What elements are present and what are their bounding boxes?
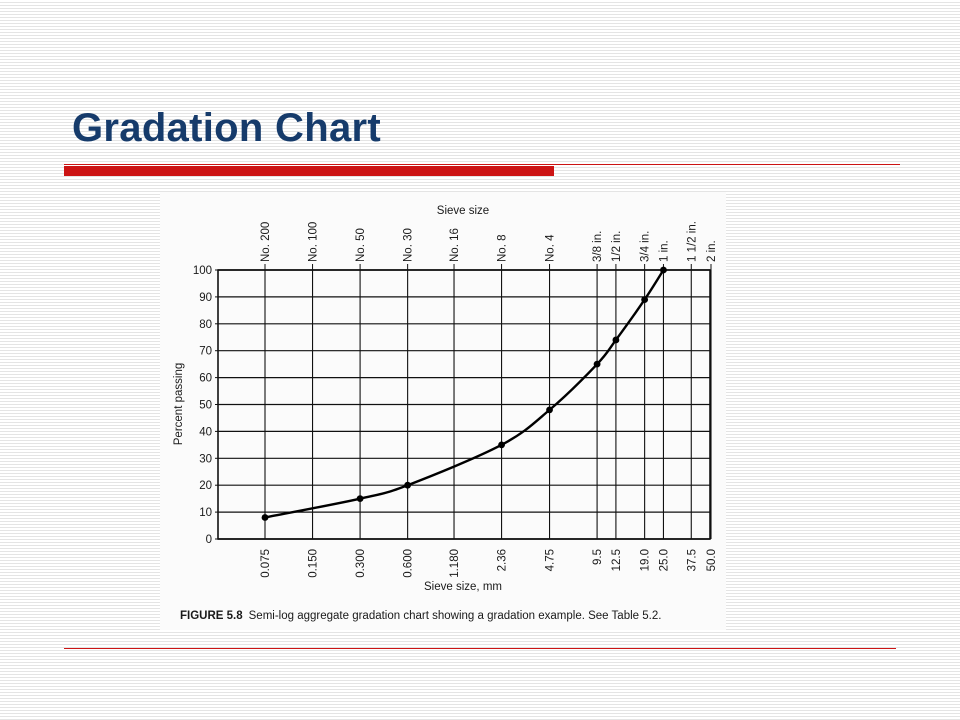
x-tick-label-sieve-4: No. 16 [449,228,461,262]
x-tick-label-mm-0: 0.075 [260,549,272,578]
x-tick-label-sieve-0: No. 200 [260,222,272,262]
figure-panel: 0 10 20 30 40 50 60 70 80 90 100 0.075 No. 200 0.150 N… [160,192,726,630]
y-tick-label-40: 40 [199,426,212,438]
y-tick-label-0: 0 [206,534,212,546]
y-tick-label-70: 70 [199,346,212,358]
x-tick-label-mm-12: 50.0 [706,549,718,571]
x-tick-label-sieve-3: No. 30 [403,228,415,262]
data-point-8 [660,266,667,274]
x-tick-label-sieve-2: No. 50 [355,228,367,262]
x-tick-label-mm-7: 9.5 [592,549,604,565]
x-tick-label-sieve-8: 1/2 in. [611,231,623,262]
data-point-2 [404,481,412,489]
x-tick-label-mm-1: 0.150 [308,549,320,578]
x-tick-label-sieve-11: 1 1/2 in. [686,221,698,262]
top-axis-title: Sieve size [437,205,489,217]
x-axis-title: Sieve size, mm [424,581,502,593]
data-point-1 [356,495,364,503]
x-tick-label-mm-2: 0.300 [355,549,367,578]
y-tick-label-90: 90 [199,292,212,304]
x-tick-label-mm-10: 25.0 [658,549,670,571]
gradation-chart: 0 10 20 30 40 50 60 70 80 90 100 0.075 No. 200 0.150 N… [173,205,718,593]
x-tick-label-mm-5: 2.36 [497,549,509,571]
y-tick-label-60: 60 [199,373,212,385]
x-tick-label-sieve-5: No. 8 [497,235,509,263]
x-tick-label-sieve-1: No. 100 [308,222,320,262]
x-tick-label-sieve-10: 1 in. [658,240,670,262]
y-tick-label-100: 100 [193,265,212,277]
data-point-7 [641,296,649,303]
data-point-0 [261,514,269,521]
x-tick-label-mm-11: 37.5 [686,549,698,571]
x-tick-label-sieve-9: 3/4 in. [640,231,652,262]
y-axis-title: Percent passing [173,363,185,445]
y-tick-label-10: 10 [199,507,212,519]
slide-title: Gradation Chart [72,106,381,150]
x-tick-label-mm-6: 4.75 [545,549,557,571]
data-point-4 [546,406,553,414]
title-underline-rule [64,164,900,165]
y-tick-label-30: 30 [199,453,212,465]
title-accent-bar [64,166,554,176]
x-tick-label-sieve-7: 3/8 in. [592,231,604,262]
x-tick-label-mm-9: 19.0 [640,549,652,571]
figure-caption-text: Semi-log aggregate gradation chart showi… [248,610,662,622]
x-tick-label-sieve-6: No. 4 [545,234,557,262]
y-tick-label-20: 20 [199,480,212,492]
x-tick-label-mm-8: 12.5 [611,549,623,571]
x-tick-label-sieve-12: 2 in. [706,240,718,262]
y-tick-label-80: 80 [199,319,212,331]
data-point-3 [498,441,505,449]
y-tick-label-50: 50 [199,400,212,412]
bottom-rule [64,648,896,649]
x-tick-label-mm-4: 1.180 [449,549,461,578]
data-point-5 [593,360,601,368]
figure-caption: FIGURE 5.8 Semi-log aggregate gradation c… [180,610,720,622]
data-point-6 [612,336,620,344]
figure-caption-label: FIGURE 5.8 [180,610,243,622]
x-tick-label-mm-3: 0.600 [403,549,415,578]
gradation-curve-line [264,269,665,519]
